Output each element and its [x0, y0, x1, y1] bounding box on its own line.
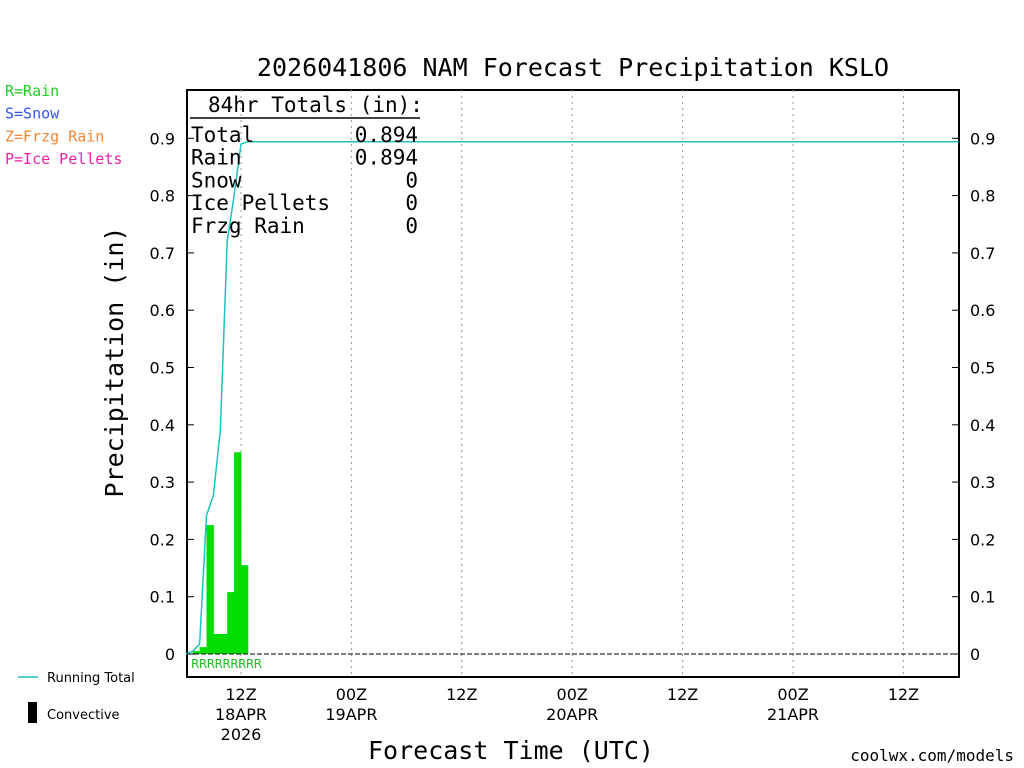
y-tick-label: 0.9 [970, 129, 995, 148]
y-tick-label: 0.7 [970, 244, 995, 263]
running-total-series [185, 140, 959, 655]
y-tick-label: 0.3 [150, 473, 175, 492]
precip-bar [192, 651, 200, 654]
x-tick-label: 00Z [557, 685, 588, 704]
totals-header: 84hr Totals (in): [208, 93, 423, 117]
y-tick-label: 0.2 [150, 530, 175, 549]
precip-bar [206, 525, 214, 654]
totals-row-label: Snow [191, 168, 242, 192]
y-tick-label: 0 [970, 645, 980, 664]
y-tick-label: 0 [165, 645, 175, 664]
y-axis-left: 0 0.1 0.2 0.3 0.4 0.5 0.6 0.7 0.8 0.9 [150, 129, 194, 664]
totals-row-value: 0 [405, 214, 418, 238]
x-tick-label: 12Z [225, 685, 256, 704]
precip-bar [227, 592, 235, 654]
ptype-marker: RRRRRRRRR [191, 657, 262, 671]
y-axis-right: 0 0.1 0.2 0.3 0.4 0.5 0.6 0.7 0.8 0.9 [952, 129, 995, 664]
chart-title: 2026041806 NAM Forecast Precipitation KS… [257, 53, 889, 82]
x-tick-label: 2026 [221, 725, 262, 744]
y-tick-label: 0.6 [150, 301, 175, 320]
ptype-markers: RRRRRRRRR [191, 657, 262, 671]
y-tick-label: 0.9 [150, 129, 175, 148]
x-tick-label: 12Z [667, 685, 698, 704]
y-tick-label: 0.7 [150, 244, 175, 263]
x-tick-label: 21APR [767, 705, 819, 724]
running-total-line [185, 140, 959, 655]
running-total-legend-label: Running Total [47, 671, 135, 686]
y-tick-label: 0.4 [150, 416, 175, 435]
y-tick-label: 0.1 [150, 588, 175, 607]
convective-bars [192, 452, 249, 654]
y-tick-label: 0.8 [150, 187, 175, 206]
totals-row-value: 0 [405, 191, 418, 215]
y-tick-label: 0.8 [970, 187, 995, 206]
vertical-gridlines [240, 90, 904, 677]
y-tick-label: 0.1 [970, 588, 995, 607]
totals-row-label: Frzg Rain [191, 214, 305, 238]
ptype-legend-item: Z=Frzg Rain [5, 127, 104, 145]
plot-frame [186, 89, 960, 678]
totals-row-value: 0.894 [355, 146, 418, 170]
y-tick-label: 0.5 [150, 359, 175, 378]
ptype-legend-item: P=Ice Pellets [5, 150, 122, 168]
credit-link[interactable]: coolwx.com/models [850, 746, 1014, 765]
y-tick-label: 0.5 [970, 359, 995, 378]
x-tick-label: 18APR [215, 705, 267, 724]
x-tick-label: 00Z [777, 685, 808, 704]
precip-bar [199, 647, 207, 654]
ptype-legend-item: S=Snow [5, 105, 60, 123]
y-tick-label: 0.2 [970, 530, 995, 549]
totals-box: 84hr Totals (in): Total 0.894 Rain 0.894 Sno… [190, 93, 423, 238]
x-tick-label: 19APR [325, 705, 377, 724]
convective-legend-swatch [28, 702, 37, 723]
x-tick-label: 00Z [336, 685, 367, 704]
x-axis-label: Forecast Time (UTC) [368, 736, 654, 765]
x-tick-label: 20APR [546, 705, 598, 724]
precip-bar [213, 633, 221, 654]
series-legend: Running Total Convective [18, 671, 135, 723]
totals-row-value: 0 [405, 168, 418, 192]
precip-bar [220, 633, 228, 654]
convective-legend-label: Convective [47, 708, 120, 723]
y-tick-label: 0.3 [970, 473, 995, 492]
x-tick-label: 12Z [888, 685, 919, 704]
precip-bar [234, 452, 242, 654]
precip-bar [241, 565, 249, 654]
totals-row-label: Ice Pellets [191, 191, 330, 215]
x-tick-label: 12Z [446, 685, 477, 704]
totals-row-value: 0.894 [355, 123, 418, 147]
y-axis-label: Precipitation (in) [100, 227, 129, 498]
y-tick-label: 0.6 [970, 301, 995, 320]
y-tick-label: 0.4 [970, 416, 995, 435]
ptype-legend-item: R=Rain [5, 82, 59, 100]
totals-row-label: Rain [191, 146, 242, 170]
totals-row-label: Total [191, 123, 254, 147]
ptype-legend: R=Rain S=Snow Z=Frzg Rain P=Ice Pellets [5, 82, 122, 168]
